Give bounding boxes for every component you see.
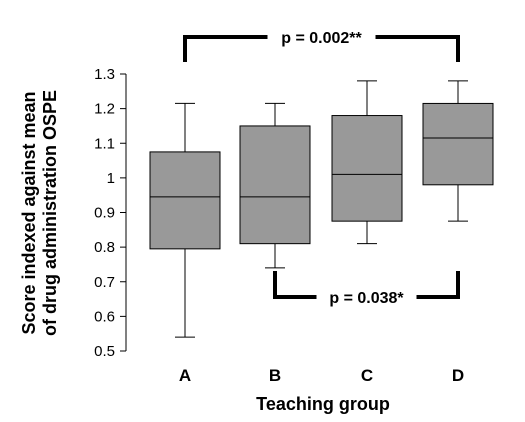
box-d	[422, 80, 494, 222]
box-iqr	[149, 151, 221, 250]
significance-label: p = 0.002**	[281, 30, 362, 47]
y-tick-label: 0.6	[94, 308, 115, 325]
box-b	[239, 102, 311, 269]
box-iqr	[331, 115, 403, 222]
x-tick-label: B	[269, 366, 281, 385]
significance-label: p = 0.038*	[329, 290, 404, 307]
y-tick-label: 1.3	[94, 66, 115, 83]
y-axis-title-line-2: of drug administration OSPE	[40, 90, 60, 336]
y-axis-title: Score indexed against mean of drug admin…	[19, 90, 60, 336]
box-a	[149, 102, 221, 338]
y-tick-label: 0.9	[94, 205, 115, 222]
y-tick-label: 0.7	[94, 274, 115, 291]
x-tick-label: D	[452, 366, 464, 385]
y-tick-label: 0.8	[94, 239, 115, 256]
y-tick-label: 1.1	[94, 135, 115, 152]
significance-bracket: p = 0.002**	[183, 30, 460, 62]
y-tick-label: 1.2	[94, 101, 115, 118]
box-iqr	[422, 102, 494, 186]
y-axis-ticks: 0.5 0.6 0.7 0.8 0.9 1 1.1 1.2 1.3	[94, 66, 126, 360]
box-iqr	[239, 125, 311, 245]
y-tick-label: 1	[107, 170, 115, 187]
box-c	[331, 80, 403, 245]
y-axis-title-line-1: Score indexed against mean	[19, 91, 39, 334]
x-tick-label: C	[361, 366, 373, 385]
x-axis-tick-labels: A B C D	[179, 366, 464, 385]
x-axis-title: Teaching group	[256, 394, 390, 414]
boxes	[149, 80, 494, 338]
significance-bracket: p = 0.038*	[273, 271, 460, 307]
x-tick-label: A	[179, 366, 191, 385]
y-tick-label: 0.5	[94, 343, 115, 360]
significance-brackets: p = 0.002** p = 0.038*	[183, 30, 460, 307]
